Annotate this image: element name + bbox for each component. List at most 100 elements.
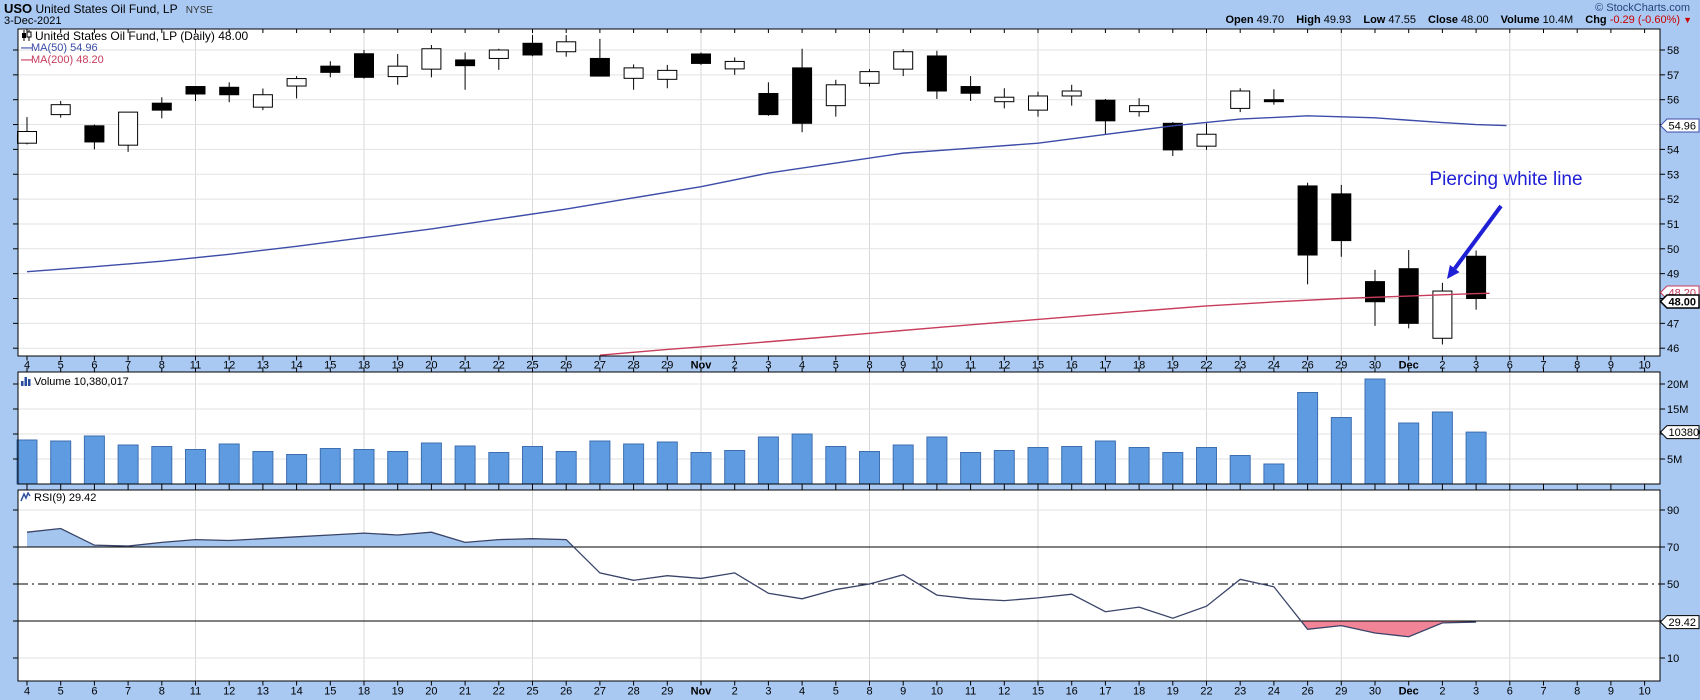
svg-text:26: 26 [1301,360,1313,372]
svg-text:5: 5 [833,360,839,372]
annotation-text: Piercing white line [1429,169,1583,190]
svg-text:7: 7 [125,686,131,698]
svg-text:12: 12 [223,686,235,698]
close-value: 48.00 [1461,14,1489,26]
svg-text:3: 3 [765,360,771,372]
svg-text:24: 24 [1268,686,1280,698]
svg-text:3: 3 [765,686,771,698]
svg-text:Dec: Dec [1399,360,1419,372]
svg-text:8: 8 [159,686,165,698]
ticker-symbol: USO [4,1,33,16]
svg-text:27: 27 [594,360,606,372]
volume-icon [21,377,31,386]
svg-text:3: 3 [1473,360,1479,372]
svg-text:21: 21 [459,360,471,372]
svg-text:15: 15 [324,360,336,372]
svg-text:28: 28 [627,360,639,372]
svg-text:19: 19 [1167,686,1179,698]
svg-text:4: 4 [799,360,805,372]
svg-text:2: 2 [1439,686,1445,698]
svg-text:30: 30 [1369,360,1381,372]
svg-text:9: 9 [1608,686,1614,698]
volume-value: 10.4M [1542,14,1574,26]
open-value: 49.70 [1256,14,1285,26]
copyright-link[interactable]: © StockCharts.com [1595,2,1690,14]
ma50-legend: MA(50) 54.96 [31,42,98,54]
svg-text:4: 4 [24,360,30,372]
chg-dropdown-icon[interactable]: ▼ [1683,15,1692,25]
svg-text:46: 46 [1667,343,1679,355]
svg-text:18: 18 [358,686,370,698]
svg-text:29: 29 [1335,686,1347,698]
svg-text:29: 29 [1335,360,1347,372]
svg-text:8: 8 [866,686,872,698]
svg-text:54.96: 54.96 [1669,121,1697,133]
rsi-panel-label: RSI(9) 29.42 [34,492,97,504]
high-label: High [1296,14,1321,26]
svg-text:47: 47 [1667,318,1679,330]
svg-text:10: 10 [1638,360,1650,372]
svg-text:17: 17 [1099,686,1111,698]
svg-text:5M: 5M [1667,454,1682,466]
svg-text:54: 54 [1667,144,1679,156]
svg-text:6: 6 [91,686,97,698]
svg-text:18: 18 [358,360,370,372]
rsi-icon [20,491,31,502]
ma50-swatch: — [21,42,32,54]
svg-text:14: 14 [290,360,302,372]
svg-text:12: 12 [998,360,1010,372]
svg-text:22: 22 [493,360,505,372]
chart-date: 3-Dec-2021 [4,15,62,27]
svg-text:58: 58 [1667,45,1679,57]
svg-text:9: 9 [900,360,906,372]
svg-text:22: 22 [493,686,505,698]
svg-text:29.42: 29.42 [1669,617,1697,629]
company-name: United States Oil Fund, LP [35,2,178,16]
svg-text:26: 26 [560,686,572,698]
svg-text:56: 56 [1667,95,1679,107]
svg-text:15: 15 [324,686,336,698]
svg-text:48.00: 48.00 [1669,297,1697,309]
svg-text:15: 15 [1032,686,1044,698]
svg-text:9: 9 [900,686,906,698]
svg-text:15M: 15M [1667,404,1688,416]
svg-text:10: 10 [931,360,943,372]
svg-text:19: 19 [392,686,404,698]
svg-text:10380017: 10380017 [1669,427,1700,439]
svg-text:21: 21 [459,686,471,698]
svg-text:7: 7 [1540,686,1546,698]
svg-text:52: 52 [1667,194,1679,206]
svg-text:20: 20 [425,360,437,372]
svg-text:10: 10 [1667,653,1679,665]
svg-text:23: 23 [1234,686,1246,698]
svg-text:19: 19 [392,360,404,372]
svg-text:6: 6 [1507,360,1513,372]
quote-summary: Open 49.70 High 49.93 Low 47.55 Close 48… [1225,14,1692,26]
svg-text:5: 5 [58,686,64,698]
svg-text:7: 7 [125,360,131,372]
svg-text:28: 28 [627,686,639,698]
svg-text:24: 24 [1268,360,1280,372]
svg-text:18: 18 [1133,360,1145,372]
header-title: USO United States Oil Fund, LP NYSE [4,1,213,16]
svg-text:10: 10 [1638,686,1650,698]
svg-text:9: 9 [1608,360,1614,372]
svg-text:8: 8 [866,360,872,372]
svg-text:51: 51 [1667,219,1679,231]
volume-label: Volume [1500,14,1540,26]
svg-text:6: 6 [1507,686,1513,698]
svg-text:26: 26 [1301,686,1313,698]
svg-text:Nov: Nov [691,360,713,372]
volume-panel-label-row: Volume 10,380,017 [20,376,129,388]
svg-text:8: 8 [1574,686,1580,698]
volume-panel-label: Volume 10,380,017 [34,376,129,388]
svg-text:6: 6 [91,360,97,372]
svg-text:5: 5 [58,360,64,372]
svg-text:13: 13 [257,686,269,698]
rsi-panel-label-row: RSI(9) 29.42 [20,491,97,504]
svg-text:13: 13 [257,360,269,372]
exchange-label: NYSE [185,5,213,16]
svg-text:5: 5 [833,686,839,698]
